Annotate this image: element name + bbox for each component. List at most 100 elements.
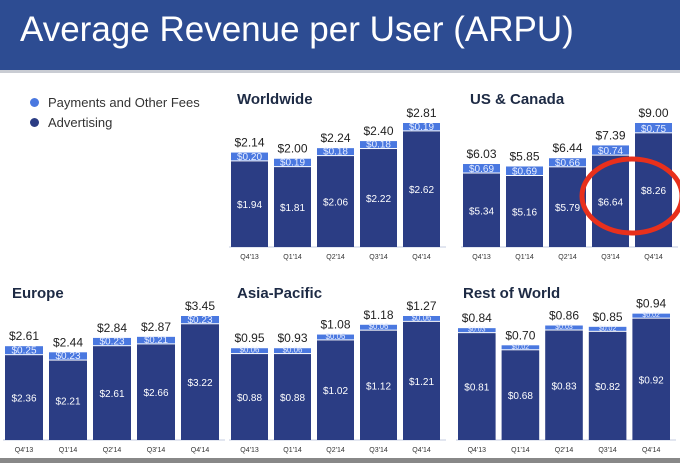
label-advertising: $0.92 <box>639 375 664 386</box>
label-total: $0.85 <box>593 310 623 324</box>
label-advertising: $5.34 <box>469 206 494 217</box>
label-advertising: $5.16 <box>512 207 537 218</box>
tick-label: Q2'14 <box>555 447 574 454</box>
panel-title-europe: Europe <box>12 285 64 302</box>
label-payments: $0.23 <box>55 351 80 362</box>
bar-advertising <box>317 340 354 440</box>
bar-payments <box>231 348 268 354</box>
legend-label: Payments and Other Fees <box>48 94 200 110</box>
tick-label: Q4'14 <box>642 447 661 454</box>
label-total: $0.93 <box>277 331 307 345</box>
bar-advertising <box>545 330 583 440</box>
bar-advertising <box>274 167 311 247</box>
bar-payments <box>545 325 583 330</box>
bar-advertising <box>274 354 311 440</box>
bar-advertising <box>360 149 397 247</box>
label-payments: $0.69 <box>512 166 537 177</box>
label-payments: $0.66 <box>555 158 580 169</box>
tick-label: Q1'14 <box>511 447 530 454</box>
bar-advertising <box>137 344 175 440</box>
footer-bar <box>0 458 680 463</box>
label-advertising: $0.83 <box>551 381 576 392</box>
bar-payments <box>5 346 43 355</box>
label-payments: $0.19 <box>409 122 434 133</box>
label-total: $2.81 <box>406 106 436 120</box>
label-advertising: $0.81 <box>464 383 489 394</box>
bar-payments <box>274 158 311 167</box>
panel-title-worldwide: Worldwide <box>237 91 313 108</box>
label-total: $5.85 <box>509 149 539 163</box>
tick-label: Q4'13 <box>472 254 491 261</box>
tick-label: Q1'14 <box>515 254 534 261</box>
label-advertising: $1.94 <box>237 200 262 211</box>
bar-payments <box>403 123 440 131</box>
bar-payments <box>360 324 397 330</box>
bar-payments <box>49 352 87 360</box>
tick-label: Q1'14 <box>59 447 78 454</box>
title-banner: Average Revenue per User (ARPU) <box>0 0 680 73</box>
bar-advertising <box>231 354 268 440</box>
label-payments: $0.25 <box>11 346 36 357</box>
bar-advertising <box>506 175 543 247</box>
label-total: $2.44 <box>53 335 83 349</box>
bar-advertising <box>231 161 268 247</box>
label-advertising: $5.79 <box>555 203 580 214</box>
label-payments: $0.06 <box>326 332 346 341</box>
tick-label: Q3'14 <box>369 254 388 261</box>
label-payments: $0.74 <box>598 146 623 157</box>
label-total: $0.86 <box>549 309 579 323</box>
bar-payments <box>549 158 586 167</box>
label-advertising: $1.21 <box>409 377 434 388</box>
legend: Payments and Other Fees Advertising <box>30 92 200 132</box>
label-payments: $0.03 <box>468 327 486 334</box>
label-payments: $0.23 <box>187 315 212 326</box>
bar-payments <box>274 348 311 354</box>
bar-payments <box>231 152 268 161</box>
label-payments: $0.06 <box>240 346 260 355</box>
label-advertising: $1.81 <box>280 203 305 214</box>
tick-label: Q4'13 <box>468 447 487 454</box>
label-total: $2.40 <box>363 124 393 138</box>
label-payments: $0.06 <box>412 313 432 322</box>
label-total: $6.03 <box>466 147 496 161</box>
label-advertising: $3.22 <box>187 378 212 389</box>
label-total: $9.00 <box>638 106 668 120</box>
tick-label: Q1'14 <box>283 254 302 261</box>
tick-label: Q4'14 <box>412 447 431 454</box>
label-payments: $0.75 <box>641 124 666 135</box>
label-advertising: $2.22 <box>366 194 391 205</box>
label-advertising: $1.12 <box>366 381 391 392</box>
highlight-circle <box>579 156 680 236</box>
label-total: $0.95 <box>234 331 264 345</box>
bar-advertising <box>463 173 500 247</box>
bar-advertising <box>5 355 43 440</box>
label-total: $2.87 <box>141 320 171 334</box>
label-advertising: $2.06 <box>323 198 348 209</box>
bar-payments <box>317 334 354 340</box>
bar-advertising <box>403 321 440 440</box>
bar-payments <box>588 326 627 331</box>
bar-payments <box>501 345 540 350</box>
legend-label: Advertising <box>48 114 113 130</box>
label-total: $7.39 <box>595 128 625 142</box>
bar-payments <box>93 337 131 346</box>
label-payments: $0.18 <box>366 140 391 151</box>
tick-label: Q3'14 <box>369 447 388 454</box>
bar-payments <box>635 123 672 133</box>
bar-advertising <box>588 331 627 440</box>
panel-title-asia-pacific: Asia-Pacific <box>237 285 323 302</box>
label-total: $2.84 <box>97 321 127 335</box>
tick-label: Q2'14 <box>326 254 345 261</box>
tick-label: Q1'14 <box>283 447 302 454</box>
legend-item-advertising: Advertising <box>30 112 200 132</box>
label-total: $1.08 <box>320 318 350 332</box>
tick-label: Q4'14 <box>191 447 210 454</box>
tick-label: Q4'13 <box>240 447 259 454</box>
label-payments: $0.02 <box>599 325 617 332</box>
tick-label: Q3'14 <box>147 447 166 454</box>
label-advertising: $2.66 <box>143 388 168 399</box>
label-payments: $0.21 <box>144 335 168 346</box>
label-advertising: $2.61 <box>99 389 124 400</box>
label-payments: $0.06 <box>369 322 389 331</box>
